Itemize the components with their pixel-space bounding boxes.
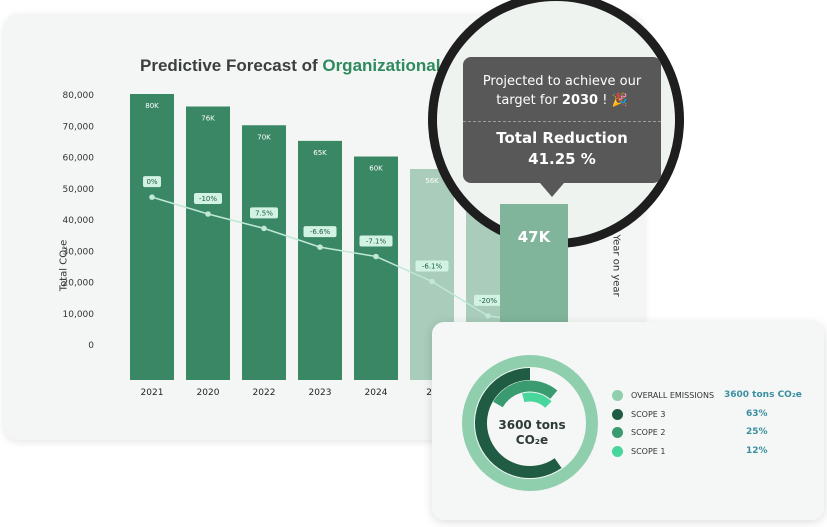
change-point — [261, 225, 267, 232]
y-tick-label: 60,000 — [63, 154, 95, 164]
y-tick-label: 30,000 — [63, 247, 95, 257]
change-label-bg — [250, 207, 278, 219]
y-tick-label: 10,000 — [63, 310, 95, 320]
tooltip-heading: Total Reduction — [496, 129, 628, 147]
change-label: 0% — [146, 178, 157, 186]
bar — [130, 94, 174, 380]
bar-value-label: 56K — [425, 177, 439, 185]
tooltip-line2-suffix: ! 🎉 — [598, 93, 628, 108]
y-tick-label: 20,000 — [63, 279, 95, 289]
change-label-bg — [143, 176, 161, 188]
donut-ring-scope1 — [522, 392, 552, 409]
tooltip-percentage: 41.25 % — [528, 150, 596, 168]
change-label-bg — [194, 193, 222, 204]
change-point — [429, 278, 435, 285]
change-point — [485, 313, 491, 319]
chart-title-highlight: Organizational — [322, 56, 441, 75]
tooltip-divider — [463, 121, 661, 122]
legend-label-overall: OVERALL EMISSIONS — [631, 391, 715, 400]
legend-value-scope1: 12% — [746, 446, 768, 456]
forecast-tooltip: Projected to achieve our target for 2030… — [463, 57, 661, 183]
change-label-bg — [359, 235, 393, 247]
legend-dot-scope1 — [612, 446, 623, 457]
donut-center-label: 3600 tons CO₂e — [477, 418, 587, 448]
highlighted-bar[interactable]: 47K — [500, 204, 568, 334]
legend-label-scope1: SCOPE 1 — [631, 447, 666, 456]
change-label-bg — [303, 226, 337, 238]
legend-dot-overall — [612, 390, 623, 401]
change-label: -6.1% — [422, 263, 443, 271]
legend-value-scope3: 63% — [746, 409, 768, 419]
bar — [186, 106, 230, 380]
bar-value-label: 60K — [369, 165, 383, 173]
change-label: -10% — [199, 195, 217, 203]
change-label: -7.1% — [366, 238, 387, 246]
x-tick-label: 2020 — [197, 388, 220, 398]
x-axis-label: Year on year — [610, 234, 622, 297]
change-point — [317, 244, 323, 250]
donut-center-unit: CO₂e — [515, 433, 549, 447]
bar-value-label: 80K — [145, 102, 159, 110]
legend-value-scope2: 25% — [746, 427, 768, 437]
legend-dot-scope2 — [612, 427, 623, 438]
tooltip-line2-prefix: target for — [496, 93, 562, 108]
change-point — [149, 194, 155, 200]
legend-label-scope3: SCOPE 3 — [631, 410, 666, 419]
x-tick-label: 2021 — [141, 388, 164, 398]
change-label-bg — [474, 294, 502, 306]
y-tick-label: 40,000 — [63, 216, 95, 226]
y-tick-label: 80,000 — [63, 91, 95, 101]
change-point — [373, 253, 379, 260]
bar — [354, 156, 398, 380]
x-tick-label: 2024 — [365, 388, 388, 398]
bar-value-label: 65K — [313, 149, 327, 157]
bar-value-label: 76K — [201, 115, 215, 123]
tooltip-pointer — [540, 183, 564, 197]
chart-title: Predictive Forecast of Organizational Em — [140, 56, 472, 76]
donut-center-value: 3600 tons — [498, 418, 566, 432]
donut-ring-scope3 — [475, 368, 562, 478]
change-point — [205, 211, 211, 217]
x-tick-label: 2023 — [309, 388, 332, 398]
donut-chart — [462, 355, 598, 491]
change-line — [151, 196, 545, 325]
highlighted-bar-label: 47K — [517, 228, 551, 246]
y-tick-label: 50,000 — [63, 185, 95, 195]
tooltip-line1: Projected to achieve our — [482, 74, 642, 89]
x-tick-label: 2022 — [253, 388, 276, 398]
emissions-breakdown-card: 3600 tons CO₂e OVERALL EMISSIONS SCOPE 3… — [432, 322, 824, 520]
y-tick-label: 70,000 — [63, 122, 95, 132]
legend-label-scope2: SCOPE 2 — [631, 428, 666, 437]
change-label: -20% — [479, 297, 497, 305]
donut-ring-overall — [462, 355, 598, 491]
legend-value-overall: 3600 tons CO₂e — [724, 390, 802, 400]
change-label: -6.6% — [310, 228, 331, 236]
donut-ring-scope2 — [493, 380, 558, 408]
bar — [242, 125, 286, 380]
change-label: 7.5% — [255, 209, 273, 217]
chart-title-part1: Predictive Forecast of — [140, 56, 323, 75]
bar-value-label: 70K — [257, 133, 271, 141]
y-axis-label: Total CO₂e — [58, 239, 70, 292]
tooltip-target-year: 2030 — [561, 93, 599, 108]
y-tick-label: 0 — [88, 341, 94, 351]
tooltip-line2: target for 2030 ! 🎉 — [463, 93, 661, 108]
change-label-bg — [415, 260, 449, 272]
bar — [298, 140, 342, 380]
legend-dot-scope3 — [612, 409, 623, 420]
